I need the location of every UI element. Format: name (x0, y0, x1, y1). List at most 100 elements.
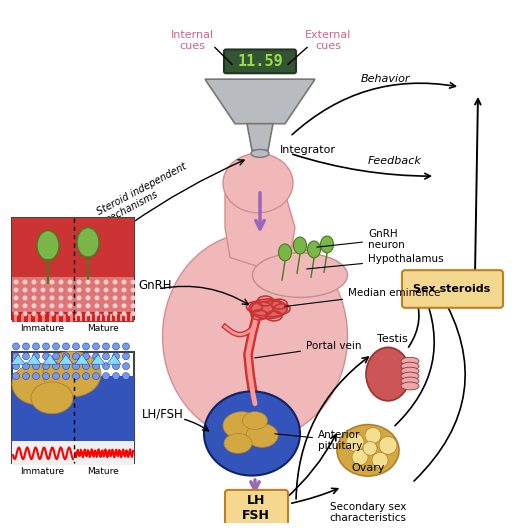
Circle shape (123, 353, 129, 360)
Circle shape (41, 296, 46, 300)
Ellipse shape (253, 253, 347, 297)
Circle shape (93, 363, 99, 370)
Text: Ovary: Ovary (351, 463, 385, 473)
Circle shape (76, 280, 82, 285)
Text: External
cues: External cues (305, 30, 351, 51)
Circle shape (49, 304, 55, 308)
Circle shape (379, 437, 397, 454)
Circle shape (12, 363, 20, 370)
Circle shape (58, 304, 63, 308)
Ellipse shape (77, 228, 99, 257)
Circle shape (123, 343, 129, 350)
Ellipse shape (307, 241, 320, 258)
Circle shape (32, 280, 36, 285)
Circle shape (68, 280, 72, 285)
Circle shape (83, 363, 89, 370)
Circle shape (76, 288, 82, 293)
Circle shape (131, 288, 136, 293)
Text: Testis: Testis (376, 334, 407, 344)
Circle shape (95, 304, 99, 308)
Circle shape (112, 280, 118, 285)
Text: GnRH: GnRH (138, 279, 172, 291)
Circle shape (22, 363, 30, 370)
Circle shape (131, 296, 136, 300)
Circle shape (14, 312, 19, 316)
Polygon shape (91, 354, 105, 364)
Text: Mature: Mature (87, 467, 119, 476)
Circle shape (112, 312, 118, 316)
Circle shape (43, 343, 49, 350)
Circle shape (68, 304, 72, 308)
Circle shape (103, 312, 109, 316)
Circle shape (68, 296, 72, 300)
Text: GnRH
neuron: GnRH neuron (317, 229, 405, 250)
Text: LH
FSH: LH FSH (242, 494, 270, 522)
Circle shape (93, 373, 99, 380)
Circle shape (14, 304, 19, 308)
Text: 11.59: 11.59 (237, 54, 283, 69)
Ellipse shape (162, 232, 347, 440)
Circle shape (43, 353, 49, 360)
Circle shape (32, 373, 40, 380)
Circle shape (83, 353, 89, 360)
Ellipse shape (43, 351, 101, 397)
Polygon shape (107, 354, 121, 364)
Circle shape (76, 296, 82, 300)
Text: Internal
cues: Internal cues (171, 30, 214, 51)
Text: Secondary sex
characteristics: Secondary sex characteristics (330, 502, 407, 523)
Circle shape (93, 353, 99, 360)
Bar (12, 277, 134, 319)
Circle shape (22, 353, 30, 360)
Circle shape (352, 449, 368, 465)
Ellipse shape (223, 412, 261, 439)
Ellipse shape (246, 423, 278, 447)
Circle shape (22, 343, 30, 350)
Circle shape (14, 296, 19, 300)
Circle shape (53, 363, 59, 370)
FancyBboxPatch shape (402, 270, 503, 308)
Circle shape (83, 343, 89, 350)
Circle shape (32, 363, 40, 370)
Ellipse shape (320, 236, 333, 253)
Circle shape (363, 441, 377, 455)
Circle shape (41, 288, 46, 293)
Circle shape (72, 343, 80, 350)
Text: Steroid independent
mechanisms: Steroid independent mechanisms (95, 161, 193, 227)
Ellipse shape (401, 377, 419, 385)
Circle shape (122, 304, 126, 308)
Circle shape (49, 312, 55, 316)
Circle shape (112, 288, 118, 293)
Circle shape (22, 296, 28, 300)
Ellipse shape (279, 244, 292, 261)
Ellipse shape (401, 382, 419, 390)
Circle shape (22, 304, 28, 308)
Circle shape (112, 343, 120, 350)
Circle shape (102, 373, 110, 380)
Circle shape (103, 296, 109, 300)
Ellipse shape (401, 357, 419, 365)
Circle shape (102, 353, 110, 360)
Circle shape (22, 288, 28, 293)
Ellipse shape (293, 237, 306, 254)
Text: Anterior
pituitary: Anterior pituitary (275, 430, 362, 451)
Circle shape (131, 312, 136, 316)
Circle shape (122, 312, 126, 316)
Circle shape (53, 343, 59, 350)
Circle shape (102, 363, 110, 370)
Text: Feedback: Feedback (368, 156, 422, 166)
Circle shape (76, 312, 82, 316)
Ellipse shape (224, 433, 252, 454)
Text: LH/FSH: LH/FSH (142, 407, 184, 420)
Polygon shape (75, 354, 89, 364)
Circle shape (122, 296, 126, 300)
Ellipse shape (401, 372, 419, 380)
Ellipse shape (366, 347, 410, 401)
Ellipse shape (12, 363, 64, 405)
Circle shape (32, 312, 36, 316)
Polygon shape (205, 79, 315, 124)
Bar (12, 352, 134, 463)
Circle shape (12, 353, 20, 360)
Circle shape (102, 343, 110, 350)
Circle shape (103, 304, 109, 308)
Circle shape (32, 304, 36, 308)
